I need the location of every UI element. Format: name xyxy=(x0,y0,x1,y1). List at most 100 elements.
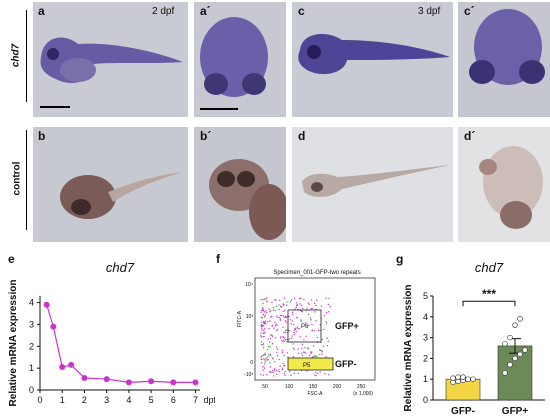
chart-e-point xyxy=(192,379,199,386)
chart-g-significance-label: *** xyxy=(482,287,496,301)
chart-e-point xyxy=(170,379,177,386)
chart-f-event-dot xyxy=(260,299,262,301)
chart-f-event-dot xyxy=(310,299,313,301)
chart-g-ytick-label: 5 xyxy=(423,291,428,301)
chart-f-event-dot xyxy=(281,306,283,308)
chart-f-event-dot xyxy=(282,340,285,342)
chart-f-event-dot xyxy=(319,329,321,332)
chart-f-event-dot xyxy=(266,321,269,323)
chart-f-event-dot xyxy=(314,311,316,313)
chart-e-xtick-label: 7 xyxy=(193,395,198,405)
chart-f-event-dot xyxy=(297,348,299,350)
chart-f-event-dot xyxy=(303,339,305,341)
chart-f-event-dot xyxy=(300,319,302,321)
chart-f-event-dot xyxy=(260,311,262,313)
chart-f-event-dot xyxy=(264,360,266,363)
chart-f-gate-label-gfp-minus: GFP- xyxy=(335,359,357,369)
chart-f-event-dot xyxy=(315,371,317,374)
chart-g-point xyxy=(507,361,513,368)
chart-f-event-dot xyxy=(286,304,288,306)
chart-f-event-dot xyxy=(263,311,266,313)
chart-f-event-dot xyxy=(302,307,304,310)
chart-f-event-dot xyxy=(284,316,286,319)
chart-f-event-dot xyxy=(299,303,301,305)
chart-f-gate-p6 xyxy=(287,309,322,343)
chart-g-point xyxy=(465,376,471,382)
chart-e-xtick-label: 2 xyxy=(82,395,87,405)
row-label-chd7: chd7 xyxy=(10,43,22,68)
chart-f-event-dot xyxy=(274,325,277,327)
chart-f-event-dot xyxy=(278,358,280,361)
panel-label-c: c xyxy=(298,4,305,18)
chart-f-ytick-label: 10³ xyxy=(246,314,254,320)
chart-f-event-dot xyxy=(269,310,272,312)
chart-f-event-dot xyxy=(284,370,287,373)
chart-f-event-dot xyxy=(266,359,268,361)
chart-f-event-dot xyxy=(269,362,271,364)
chart-g-point xyxy=(502,341,508,347)
chart-f-event-dot xyxy=(293,348,295,351)
chart-f-event-dot xyxy=(284,320,287,322)
chart-f-event-dot xyxy=(281,351,284,354)
chart-f-xtick-label: 50 xyxy=(262,384,268,390)
chart-f-event-dot xyxy=(264,322,266,325)
chart-f-event-dot xyxy=(297,372,299,375)
chart-f-ytick-label: -10³ xyxy=(244,372,253,378)
panel-label-a: a xyxy=(38,4,45,18)
chart-e-point xyxy=(81,374,88,381)
chart-f-event-dot xyxy=(260,341,263,343)
chart-f-event-dot xyxy=(292,343,294,345)
chart-f-event-dot xyxy=(284,315,287,318)
chart-f-event-dot xyxy=(292,323,295,326)
chart-f-event-dot xyxy=(311,351,313,353)
chart-g-ytick-label: 3 xyxy=(423,333,428,343)
chart-f-event-dot xyxy=(272,306,275,309)
chart-f-event-dot xyxy=(288,338,291,340)
chart-f-event-dot xyxy=(266,300,268,302)
chart-f-event-dot xyxy=(321,351,323,353)
chart-f-event-dot xyxy=(327,311,330,313)
chart-f-event-dot xyxy=(310,352,313,354)
chart-g-category-label: GFP- xyxy=(451,406,475,417)
chart-f-event-dot xyxy=(264,298,266,300)
chart-f-event-dot xyxy=(260,324,263,326)
chart-f-event-dot xyxy=(263,363,266,365)
chart-f-event-dot xyxy=(299,336,301,338)
chart-g-ytick-label: 2 xyxy=(423,353,428,363)
chart-f-event-dot xyxy=(288,315,290,318)
chart-f-event-dot xyxy=(272,375,275,377)
chart-f-event-dot xyxy=(307,302,310,304)
chart-f-event-dot xyxy=(308,303,310,306)
chart-f-event-dot xyxy=(293,329,296,331)
chart-f-event-dot xyxy=(269,366,272,368)
chart-e-point xyxy=(50,323,57,330)
chart-f-event-dot xyxy=(325,312,328,314)
chart-f-event-dot xyxy=(262,346,265,349)
chart-f-event-dot xyxy=(266,311,268,314)
chart-f-event-dot xyxy=(312,355,314,358)
chart-f-event-dot xyxy=(279,299,281,302)
chart-f-event-dot xyxy=(266,348,269,350)
chart-g-point xyxy=(512,322,518,328)
chart-g-point xyxy=(512,355,518,362)
chart-f-event-dot xyxy=(271,369,274,372)
chart-f-event-dot xyxy=(283,331,285,333)
chart-f-event-dot xyxy=(294,308,296,310)
chart-f-event-dot xyxy=(321,338,324,341)
chart-f-event-dot xyxy=(314,355,317,357)
stage-label-3dpf: 3 dpf xyxy=(418,6,441,17)
chart-f-event-dot xyxy=(264,353,266,356)
chart-f-event-dot xyxy=(270,316,272,318)
panel-label-b-prime: b´ xyxy=(200,129,212,143)
chart-f-event-dot xyxy=(301,343,304,346)
chart-f-event-dot xyxy=(262,374,265,376)
chart-f-event-dot xyxy=(325,297,327,299)
chart-f-event-dot xyxy=(285,321,287,323)
chart-f-event-dot xyxy=(262,324,265,327)
scale-bar-a xyxy=(40,106,70,108)
chart-f-event-dot xyxy=(312,345,315,347)
chart-f-event-dot xyxy=(304,352,307,354)
chart-f-event-dot xyxy=(301,352,303,354)
chart-f-event-dot xyxy=(309,354,311,357)
chart-g-ytick-label: 1 xyxy=(423,374,428,384)
